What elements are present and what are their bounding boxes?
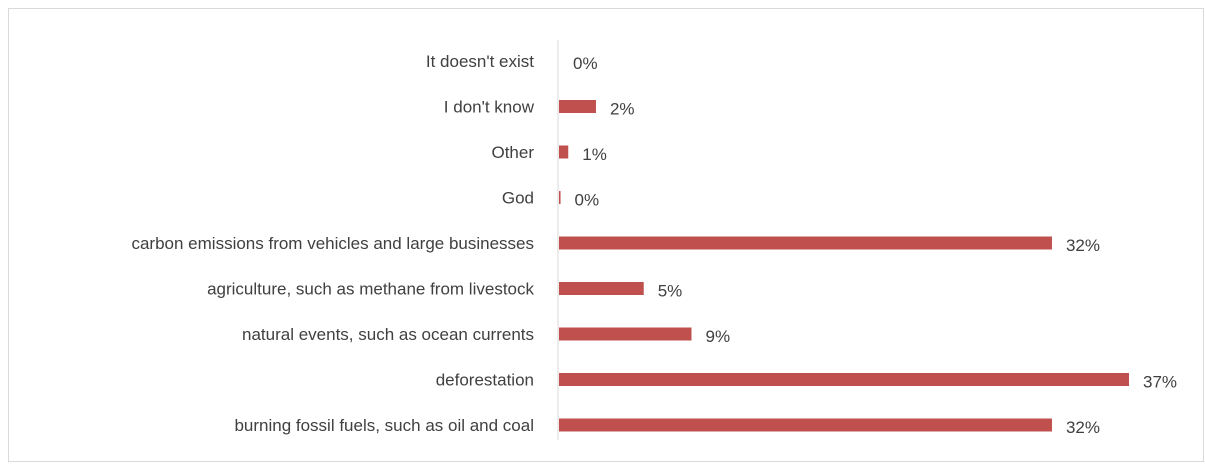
category-label: burning fossil fuels, such as oil and co… <box>234 416 534 435</box>
value-label: 9% <box>705 327 730 346</box>
bar <box>559 327 692 341</box>
bar <box>559 100 596 113</box>
category-label: I don't know <box>444 98 535 117</box>
bar <box>559 418 1052 432</box>
category-label: God <box>502 189 534 208</box>
value-label: 2% <box>610 100 635 119</box>
bar <box>559 373 1129 386</box>
value-label: 32% <box>1066 418 1100 437</box>
bar <box>559 236 1052 250</box>
category-label: natural events, such as ocean currents <box>242 325 534 344</box>
value-label: 5% <box>658 282 683 301</box>
category-label: deforestation <box>436 371 534 390</box>
category-label: Other <box>491 143 534 162</box>
value-label: 37% <box>1143 373 1177 392</box>
category-label: agriculture, such as methane from livest… <box>207 280 534 299</box>
value-label: 32% <box>1066 236 1100 255</box>
category-label: carbon emissions from vehicles and large… <box>131 234 534 253</box>
value-label: 0% <box>573 54 598 73</box>
bar <box>559 145 569 159</box>
value-label: 0% <box>575 191 600 210</box>
value-label: 1% <box>582 145 607 164</box>
bar <box>559 282 644 295</box>
bar <box>559 191 561 204</box>
chart-frame <box>8 8 1204 462</box>
category-label: It doesn't exist <box>426 52 534 71</box>
